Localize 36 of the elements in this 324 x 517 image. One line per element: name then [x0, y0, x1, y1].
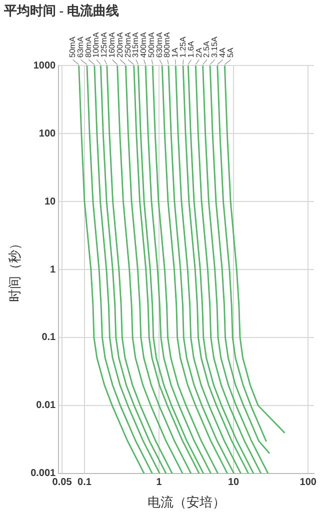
text: 63mA [76, 36, 85, 58]
text: 1.25A [178, 36, 188, 58]
y-tick-label: 1 [50, 264, 56, 276]
y-tick-label: 0.01 [36, 400, 56, 412]
y-axis-title: 时间（秒） [7, 237, 22, 302]
x-tick-label: 0.1 [78, 477, 92, 488]
text: 315mA [131, 32, 140, 58]
x-axis-title: 电流（安培） [147, 494, 226, 510]
text: 1.6A [186, 40, 196, 58]
text: 5A [226, 47, 235, 58]
y-tick-label: 10 [44, 196, 56, 208]
text: 500mA [146, 32, 156, 58]
text: 50mA [68, 36, 78, 58]
y-tick-label: 1000 [33, 60, 56, 72]
x-tick-label: 0.05 [52, 477, 72, 488]
y-tick-label: 100 [38, 128, 56, 140]
text: 2A [194, 47, 204, 58]
text: 4A [218, 47, 227, 58]
text: 400mA [139, 32, 148, 58]
text: 250mA [123, 32, 132, 58]
y-tick-label: 0.001 [30, 468, 56, 480]
x-tick-label: 10 [228, 477, 240, 488]
text: 125mA [100, 32, 109, 58]
x-tick-label: 100 [300, 477, 317, 488]
text: 630mA [154, 32, 164, 58]
x-tick-label: 1 [156, 477, 162, 488]
text: 80mA [84, 36, 93, 58]
text: 160mA [107, 32, 116, 58]
text: 3.15A [210, 36, 220, 58]
text: 800mA [162, 32, 172, 58]
text: 1A [170, 47, 180, 58]
text: 200mA [115, 32, 124, 58]
text: 100mA [92, 32, 101, 58]
text: 2.5A [202, 40, 212, 58]
y-tick-label: 0.1 [42, 332, 56, 344]
chart-title: 平均时间 - 电流曲线 [3, 3, 119, 18]
